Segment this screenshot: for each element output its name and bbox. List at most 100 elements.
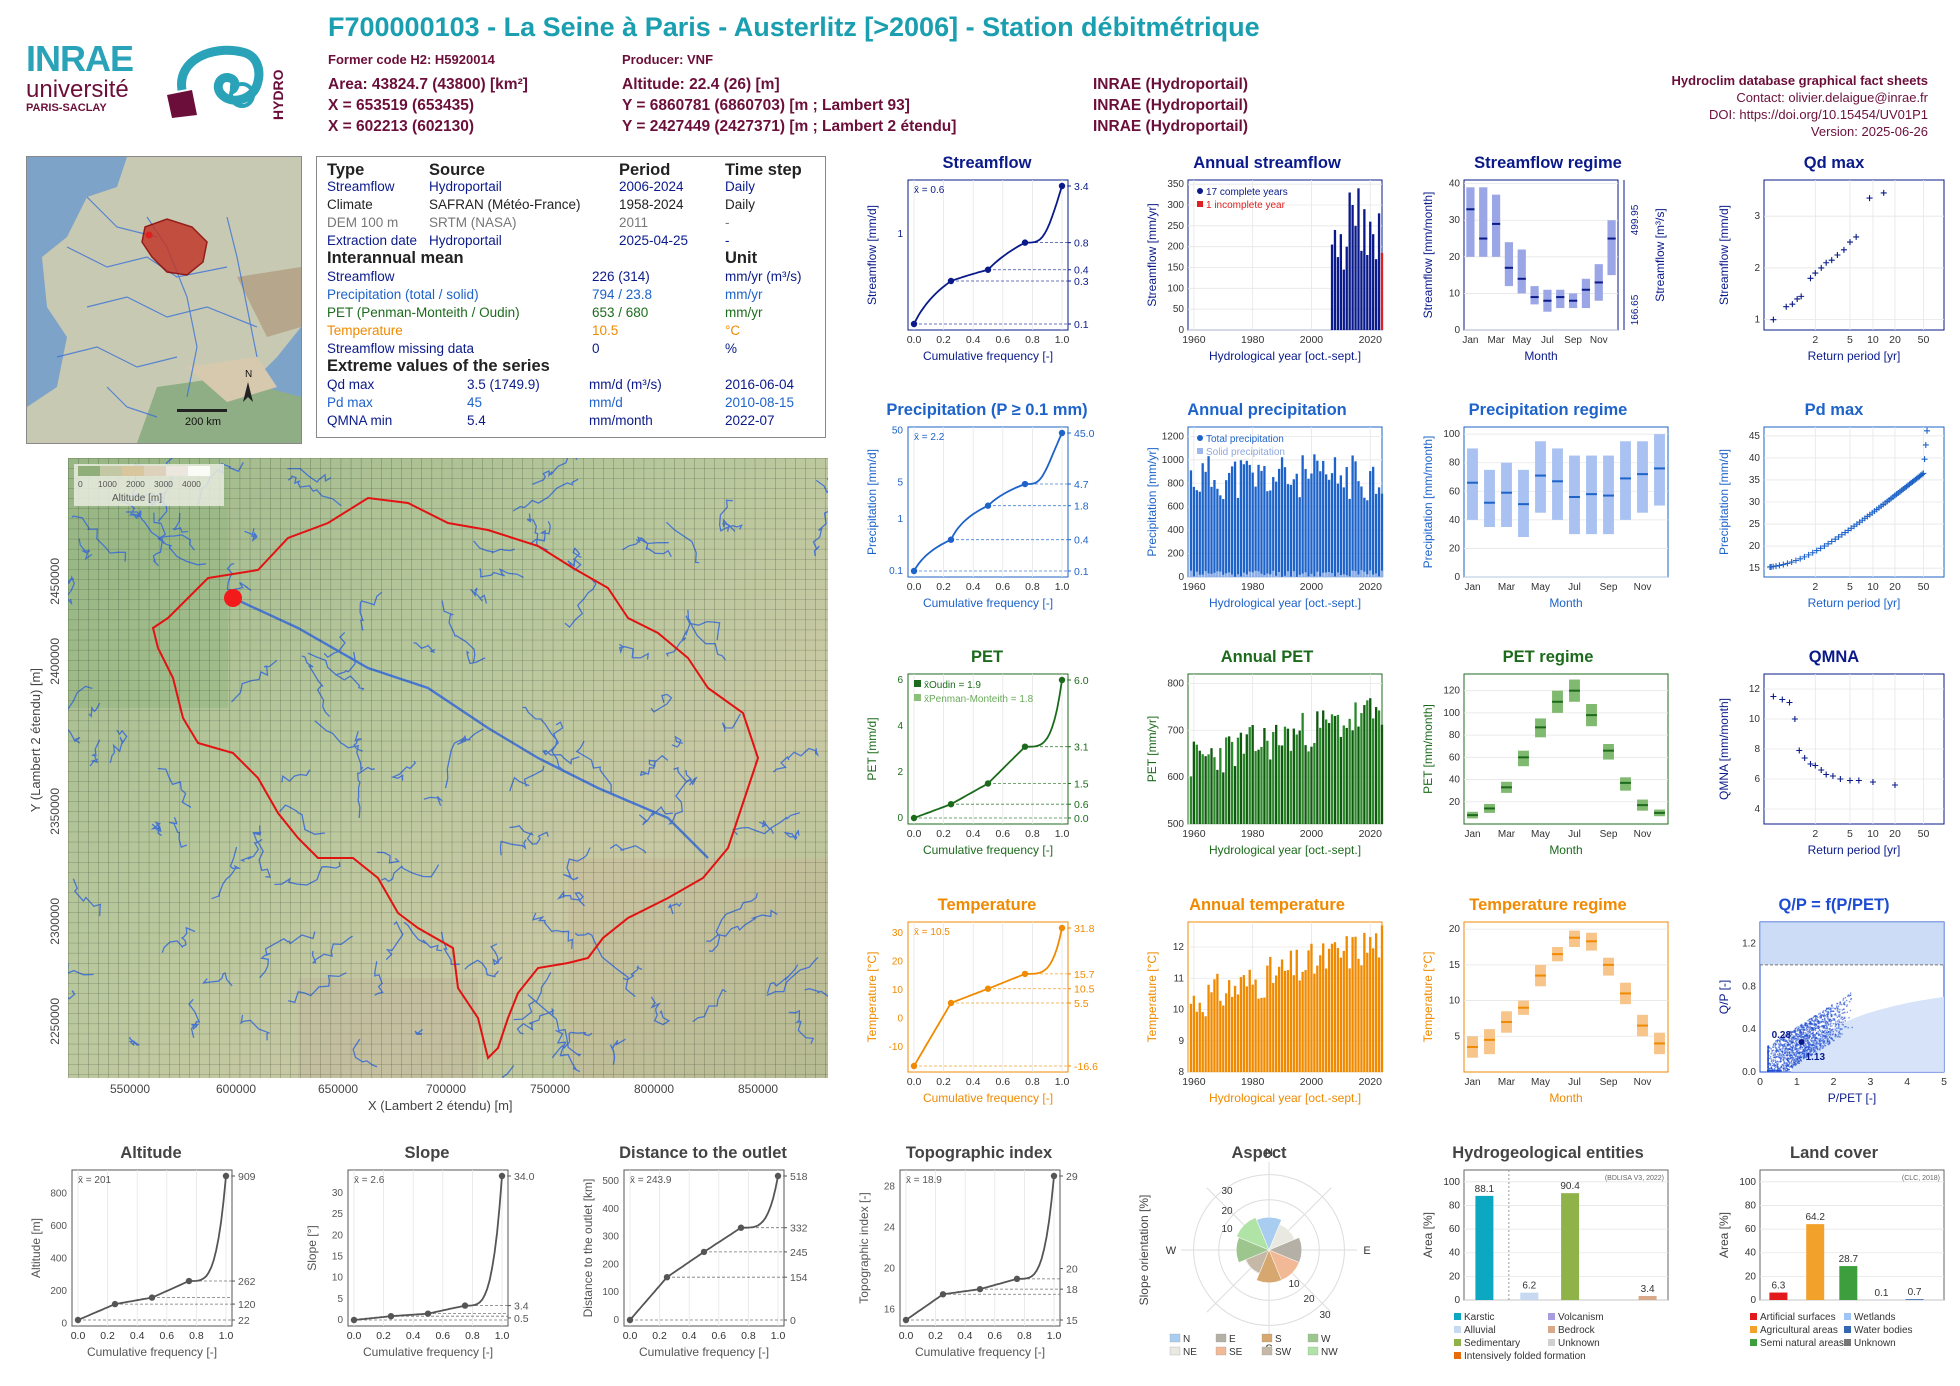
data-point: [1815, 1017, 1817, 1019]
left-tick: 24: [884, 1222, 896, 1233]
x-axis-label: Month: [1549, 843, 1582, 857]
data-point: [1816, 1018, 1819, 1021]
y-tick: 1200: [1162, 431, 1185, 442]
bar: [1230, 996, 1234, 1072]
data-point: [1767, 1047, 1769, 1050]
data-point: [1811, 1045, 1813, 1047]
data-point: [1779, 1041, 1781, 1043]
data-point: [1841, 1018, 1844, 1021]
bar: [1280, 745, 1284, 824]
hydro-logo: HYDRO: [162, 40, 292, 124]
data-point: [1819, 1015, 1821, 1018]
y-tick: 40: [1449, 515, 1461, 526]
right-tick: 34.0: [514, 1171, 535, 1183]
bar: [1254, 979, 1257, 1072]
quantile-point: [1013, 1275, 1021, 1283]
data-point: [1778, 1054, 1780, 1057]
data-point: [1793, 1060, 1795, 1062]
data-point: [1818, 1029, 1821, 1031]
x-tick: 850000: [738, 1082, 779, 1096]
data-point: [1837, 1034, 1840, 1036]
data-point: [1788, 559, 1795, 566]
bar-secondary: [1204, 571, 1207, 577]
data-point: [1827, 1030, 1830, 1033]
value-label: 28.7: [1839, 1254, 1859, 1265]
x-tick: 1.0: [1047, 1330, 1062, 1342]
quantile-point: [976, 1285, 984, 1293]
data-point: [1820, 1043, 1822, 1045]
data-point: [1823, 1030, 1825, 1032]
data-point: [1819, 1040, 1822, 1042]
bar-secondary: [1345, 575, 1348, 577]
data-point: [1832, 1010, 1835, 1012]
data-point: [1832, 1018, 1834, 1020]
data-point: [1818, 1013, 1820, 1015]
bar-secondary: [1275, 575, 1278, 577]
data-point: [1813, 1036, 1815, 1038]
mean-label: x̄ = 10.5: [914, 927, 950, 938]
overview-map[interactable]: 200 km N: [26, 156, 302, 444]
data-point: [1804, 1056, 1806, 1058]
y-tick: 11: [1174, 973, 1185, 984]
data-point: [1781, 1051, 1783, 1053]
data-point: [1800, 1046, 1802, 1048]
data-point: [1833, 1018, 1836, 1020]
bar-secondary: [1242, 572, 1246, 577]
data-point: [1829, 773, 1836, 779]
data-point: [1813, 1037, 1815, 1039]
x-tick: 10: [1867, 334, 1879, 346]
data-point: [1827, 1024, 1829, 1026]
data-point: [1842, 529, 1849, 536]
y-tick: 8: [1754, 744, 1760, 755]
data-point: [1824, 1045, 1827, 1047]
bar-secondary: [1227, 572, 1231, 577]
data-point: [1822, 1031, 1824, 1034]
bar: [1374, 933, 1378, 1072]
data-point: [1782, 1051, 1784, 1053]
data-point: [1804, 1032, 1807, 1034]
data-point: [1792, 1049, 1794, 1052]
data-point: [1828, 1042, 1831, 1045]
legend-swatch: [1844, 1339, 1851, 1346]
data-point: [1772, 1056, 1775, 1059]
quantile-point: [424, 1310, 432, 1317]
legend-item: NW: [1321, 1347, 1338, 1358]
basin-map[interactable]: 0 1000 2000 3000 4000 Altitude [m]: [25, 427, 849, 1104]
data-point: [1827, 1013, 1829, 1015]
y-axis-label: Altitude [m]: [29, 1218, 43, 1278]
data-point: [1772, 1059, 1775, 1061]
x-tick: 0.6: [435, 1330, 450, 1342]
bar: [1301, 712, 1304, 824]
left-tick: 1: [897, 229, 903, 240]
ring-label: 30: [1319, 1310, 1331, 1321]
source-1: INRAE (Hydroportail): [1093, 76, 1248, 93]
data-point: [1792, 1065, 1794, 1067]
data-point: [1838, 1027, 1840, 1030]
x-tick: 0.6: [995, 581, 1010, 593]
data-point: [1826, 1037, 1828, 1040]
bar: [1277, 966, 1281, 1072]
data-point: [1803, 1045, 1805, 1047]
data-point: [1811, 1053, 1814, 1055]
data-point: [1803, 1055, 1805, 1057]
north-arrow-icon: [243, 382, 253, 402]
data-point: [1795, 1058, 1798, 1061]
data-point: [1799, 1059, 1801, 1061]
bar: [1280, 959, 1284, 1072]
x-tick: 0.0: [907, 581, 922, 593]
table-cell: -: [725, 233, 730, 248]
data-point: [1804, 1047, 1806, 1050]
data-point: [1806, 1026, 1809, 1028]
data-point: [1805, 1052, 1808, 1054]
quantile-point: [387, 1312, 395, 1320]
data-point: [1824, 1019, 1826, 1022]
direction-label: E: [1363, 1245, 1370, 1257]
chart-pet: PET 6.0 3.1 1.5 0.6 0.0 0 2 4 6 0.0 0.2 0.4 0.6 0.8 1.0…: [862, 648, 1112, 870]
doi-link[interactable]: DOI: https://doi.org/10.15454/UV01P1: [1709, 107, 1928, 122]
data-point: [1838, 1021, 1841, 1023]
bar-secondary: [1339, 575, 1343, 577]
bar-secondary: [1239, 576, 1243, 577]
bar: [1351, 455, 1354, 577]
bar: [1301, 455, 1304, 577]
bar: [1260, 470, 1263, 577]
